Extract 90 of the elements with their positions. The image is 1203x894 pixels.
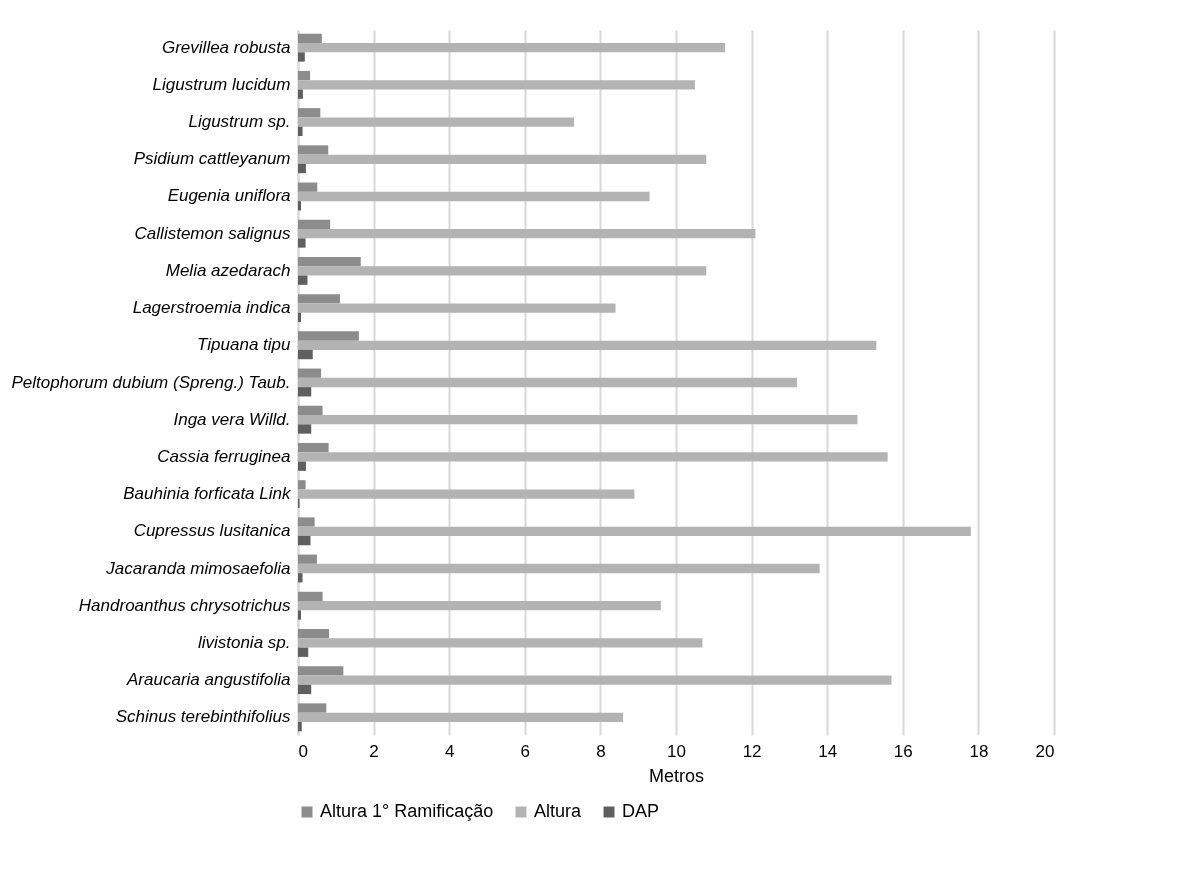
bar	[298, 405, 323, 416]
x-tick-label: 10	[667, 741, 686, 761]
bar	[298, 591, 323, 602]
bar	[298, 108, 321, 118]
x-tick-label: 20	[1035, 741, 1055, 761]
bar	[298, 610, 302, 620]
bar	[298, 266, 707, 276]
y-tick-label: Bauhinia forficata Link	[123, 484, 292, 504]
y-tick-label: Schinus terebinthifolius	[115, 707, 291, 727]
bar	[298, 424, 312, 434]
bar	[298, 70, 311, 81]
bar	[298, 331, 359, 341]
bar	[298, 442, 329, 453]
bar	[298, 303, 616, 313]
y-tick-label: Ligustrum lucidum	[152, 74, 291, 94]
bar	[298, 368, 322, 378]
bar	[298, 601, 661, 611]
x-tick-label: 0	[298, 741, 308, 761]
bar	[298, 638, 703, 648]
bar	[298, 349, 313, 360]
bar	[298, 229, 756, 239]
bar	[298, 256, 361, 267]
y-tick-label: Callistemon salignus	[134, 223, 291, 243]
x-tick-label: 8	[596, 741, 606, 761]
bar	[298, 721, 302, 732]
y-tick-label: Grevillea robusta	[161, 37, 291, 57]
y-tick-label: Cupressus lusitanica	[133, 521, 291, 541]
bar	[298, 480, 306, 490]
x-tick-label: 16	[893, 741, 913, 761]
bar	[298, 703, 327, 713]
bar	[298, 80, 695, 90]
x-tick-label: 18	[969, 741, 989, 761]
x-tick-label: 14	[818, 741, 838, 761]
bar	[298, 126, 303, 137]
y-tick-label: Ligustrum sp.	[188, 112, 291, 132]
bar	[298, 489, 635, 499]
x-tick-label: 2	[369, 741, 379, 761]
bar	[298, 666, 344, 676]
bar	[298, 517, 315, 527]
bar	[298, 415, 858, 425]
bar	[298, 163, 306, 174]
bar	[298, 294, 340, 304]
bar	[298, 117, 574, 127]
bar	[298, 461, 306, 471]
bar	[298, 238, 306, 248]
bar	[298, 684, 312, 695]
bar	[298, 535, 311, 546]
bar	[298, 340, 877, 350]
y-tick-label: Eugenia uniflora	[167, 186, 291, 206]
y-tick-label: Tipuana tipu	[197, 335, 292, 355]
legend-label: DAP	[622, 801, 660, 821]
bar	[298, 647, 309, 657]
y-tick-label: Jacaranda mimosaefolia	[105, 558, 291, 578]
y-tick-label: livistonia sp.	[197, 632, 291, 652]
bar	[298, 33, 322, 44]
y-tick-label: Lagerstroemia indica	[132, 298, 291, 318]
x-tick-label: 12	[742, 741, 762, 761]
bar	[298, 43, 726, 53]
y-tick-label: Araucaria angustifolia	[126, 670, 291, 690]
bar	[298, 526, 971, 536]
bar	[298, 563, 820, 574]
y-tick-label: Psidium cattleyanum	[133, 149, 291, 169]
bar	[298, 201, 302, 211]
bar	[298, 52, 305, 62]
bar	[298, 312, 302, 323]
bar	[298, 675, 892, 685]
bar	[298, 145, 329, 155]
y-tick-label: Melia azedarach	[165, 260, 291, 280]
bar	[298, 573, 303, 583]
bar	[298, 452, 888, 462]
y-tick-label: Inga vera Willd.	[173, 409, 291, 429]
y-tick-label: Cassia ferruginea	[157, 446, 291, 466]
x-tick-label: 6	[520, 741, 531, 761]
bar	[298, 554, 317, 564]
bar	[298, 275, 308, 285]
bar	[298, 182, 318, 192]
x-tick-label: 4	[444, 741, 455, 761]
bar	[298, 191, 650, 202]
bar	[298, 387, 312, 397]
legend-label: Altura	[534, 801, 583, 821]
y-tick-label: Handroanthus chrysotrichus	[78, 595, 291, 615]
bar	[298, 154, 707, 164]
y-tick-label: Peltophorum dubium (Spreng.) Taub.	[11, 372, 291, 392]
legend-label: Altura 1° Ramificação	[320, 801, 494, 821]
bar	[298, 89, 303, 99]
bar	[298, 219, 331, 230]
x-axis-title: Metros	[648, 765, 705, 786]
bar	[298, 377, 797, 388]
bar	[298, 712, 624, 722]
bar	[298, 628, 329, 639]
